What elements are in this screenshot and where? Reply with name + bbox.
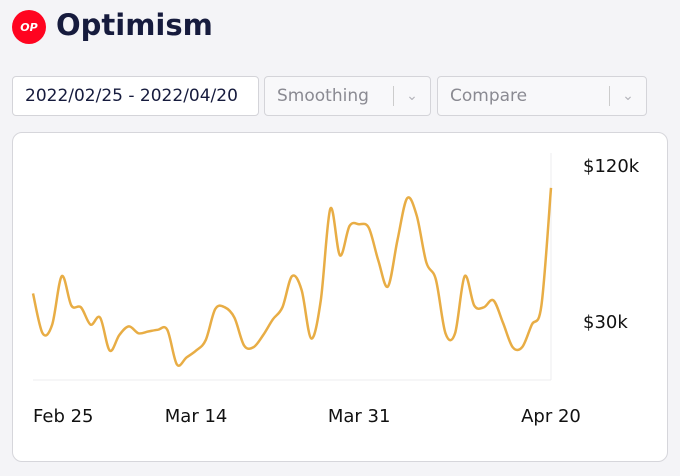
smoothing-select[interactable]: Smoothing ⌄ [264, 76, 431, 116]
chevron: ⌄ [406, 88, 418, 104]
x-tick-label: Mar 31 [328, 406, 391, 427]
x-tick-label: Apr 20 [521, 406, 581, 427]
logo: OP [12, 10, 46, 44]
date-range-picker[interactable]: 2022/02/25 - 2022/04/20 [12, 76, 259, 116]
y-tick-label: $30k [583, 312, 628, 333]
separator [393, 86, 394, 106]
chevron: ⌄ [622, 88, 634, 104]
compare-label: Compare [450, 86, 528, 106]
x-tick-label: Mar 14 [165, 406, 228, 427]
compare-select[interactable]: Compare ⌄ [437, 76, 647, 116]
page-title: Optimism [56, 8, 213, 42]
separator [609, 86, 610, 106]
chart-card [12, 132, 668, 462]
y-tick-label: $120k [583, 156, 640, 177]
x-tick-label: Feb 25 [33, 406, 94, 427]
smoothing-label: Smoothing [277, 86, 369, 106]
line [31, 187, 553, 367]
date-range: 2022/02/25 - 2022/04/20 [25, 86, 238, 106]
